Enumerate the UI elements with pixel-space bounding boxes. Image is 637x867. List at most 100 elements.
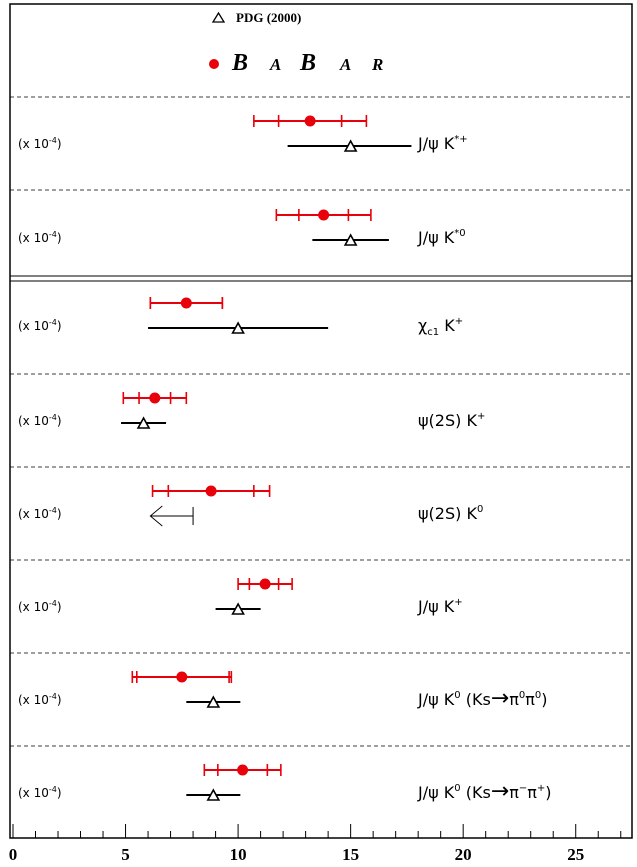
measurement-row: (x 10-4) J/ψ K0 (Ks→π−π+)	[18, 764, 552, 804]
legend-babar-letter: R	[371, 55, 383, 74]
row-scale-prefix: (x 10	[18, 231, 49, 245]
row-scale-close: )	[57, 414, 62, 428]
babar-point	[259, 578, 271, 590]
decay-label-part: →	[491, 686, 509, 711]
decay-label-part: J/ψ K	[417, 597, 455, 616]
decay-label-part: )	[545, 783, 551, 802]
x-tick-label: 15	[342, 845, 359, 864]
measurement-row: (x 10-4) ψ(2S) K+	[18, 392, 485, 430]
row-scale-prefix: (x 10	[18, 786, 49, 800]
row-scale-label: (x 10-4)	[18, 785, 62, 800]
pdg-point	[136, 416, 151, 429]
row-decay-label: ψ(2S) K0	[418, 504, 483, 523]
decay-label-part: K	[439, 316, 455, 335]
babar-point	[176, 671, 188, 683]
row-scale-prefix: (x 10	[18, 137, 49, 151]
decay-label-part: +	[454, 597, 462, 608]
decay-label-part: ψ(2S) K	[418, 411, 477, 430]
legend-pdg-label: PDG (2000)	[236, 10, 301, 25]
decay-label-part: +	[477, 411, 485, 422]
row-scale-exponent: -4	[49, 318, 57, 327]
x-tick-label: 5	[121, 845, 130, 864]
row-decay-label: χc1 K+	[418, 316, 463, 338]
decay-label-part: J/ψ K	[417, 783, 455, 802]
row-scale-exponent: -4	[49, 230, 57, 239]
plot-frame	[9, 3, 633, 839]
babar-point	[205, 485, 217, 497]
pdg-point	[343, 139, 358, 152]
decay-label-part: π	[525, 690, 535, 709]
decay-label-part: 0	[454, 783, 460, 794]
babar-point	[318, 209, 330, 221]
row-scale-exponent: -4	[49, 136, 57, 145]
measurement-row: (x 10-4) χc1 K+	[18, 297, 463, 338]
decay-label-part: π	[509, 783, 519, 802]
legend-babar-letter: A	[269, 55, 281, 74]
x-tick-label: 25	[567, 845, 584, 864]
measurement-row: (x 10-4) J/ψ K*+	[18, 115, 468, 153]
decay-label-part: →	[491, 779, 509, 804]
row-scale-close: )	[57, 319, 62, 333]
legend-babar-letter: B	[231, 50, 248, 76]
row-scale-close: )	[57, 231, 62, 245]
x-tick-label: 0	[9, 845, 18, 864]
decay-label-part: 0	[477, 504, 483, 515]
row-scale-label: (x 10-4)	[18, 692, 62, 707]
row-scale-label: (x 10-4)	[18, 230, 62, 245]
measurement-row: (x 10-4) J/ψ K+	[18, 578, 463, 616]
row-scale-prefix: (x 10	[18, 507, 49, 521]
decay-label-part: +	[455, 316, 463, 327]
row-scale-label: (x 10-4)	[18, 136, 62, 151]
pdg-point	[343, 233, 358, 246]
decay-label-part: J/ψ K	[417, 134, 455, 153]
decay-label-part: J/ψ K	[417, 228, 455, 247]
row-scale-exponent: -4	[49, 413, 57, 422]
decay-label-part: 0	[535, 690, 541, 701]
babar-point	[304, 115, 316, 127]
row-decay-label: J/ψ K0 (Ks→π0π0)	[417, 686, 548, 711]
decay-label-part: 0	[519, 690, 525, 701]
decay-label-part: *0	[454, 228, 465, 239]
measurement-row: (x 10-4) ψ(2S) K0	[18, 485, 483, 527]
measurement-rows: (x 10-4) J/ψ K*+(x 10-4) J/ψ K*0(x 10-4) χc…	[10, 96, 632, 804]
row-scale-exponent: -4	[49, 506, 57, 515]
pdg-point	[206, 695, 221, 708]
babar-point	[180, 297, 192, 309]
row-scale-close: )	[57, 600, 62, 614]
legend-babar-letter: B	[299, 50, 316, 76]
babar-point	[237, 764, 249, 776]
row-decay-label: J/ψ K*+	[417, 134, 468, 153]
row-scale-exponent: -4	[49, 692, 57, 701]
row-scale-prefix: (x 10	[18, 600, 49, 614]
row-scale-close: )	[57, 507, 62, 521]
measurement-row: (x 10-4) J/ψ K0 (Ks→π0π0)	[18, 671, 548, 711]
row-scale-exponent: -4	[49, 599, 57, 608]
x-tick-label: 10	[230, 845, 247, 864]
decay-label-part: 0	[454, 690, 460, 701]
pdg-point	[231, 321, 245, 334]
legend-pdg-triangle-icon	[211, 11, 226, 23]
x-axis: 0 5 10 15 20 25	[9, 824, 622, 864]
row-scale-label: (x 10-4)	[18, 599, 62, 614]
row-scale-prefix: (x 10	[18, 693, 49, 707]
legend-babar-letter: A	[339, 55, 351, 74]
row-decay-label: J/ψ K0 (Ks→π−π+)	[417, 779, 552, 804]
row-scale-label: (x 10-4)	[18, 506, 62, 521]
pdg-point	[206, 788, 221, 801]
decay-label-part: −	[519, 783, 527, 794]
decay-label-part: )	[541, 690, 547, 709]
decay-label-part: π	[509, 690, 519, 709]
pdg-limit-arrow	[149, 505, 163, 527]
babar-point	[149, 392, 161, 404]
decay-label-part: +	[537, 783, 545, 794]
row-scale-label: (x 10-4)	[18, 318, 62, 333]
legend-babar-dot-icon	[209, 59, 219, 69]
row-scale-label: (x 10-4)	[18, 413, 62, 428]
decay-label-part: χ	[418, 316, 427, 335]
decay-label-part: π	[527, 783, 537, 802]
row-decay-label: J/ψ K+	[417, 597, 463, 616]
pdg-point	[231, 602, 245, 615]
